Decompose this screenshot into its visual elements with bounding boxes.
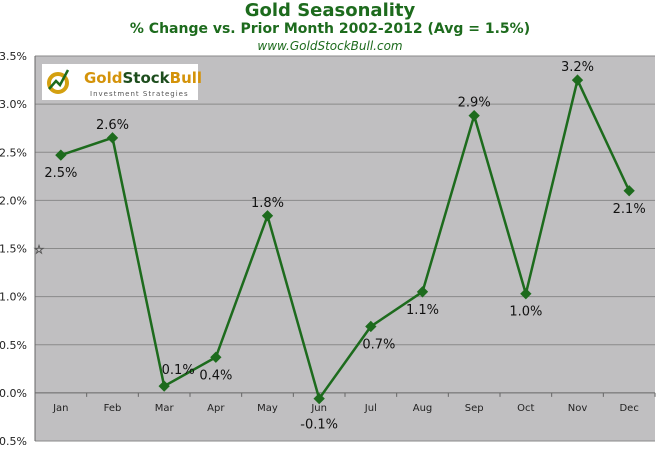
logo-tagline: Investment Strategies — [90, 90, 189, 98]
data-label: 1.8% — [251, 196, 284, 211]
data-point — [623, 185, 635, 197]
data-label: 1.1% — [406, 303, 439, 318]
y-tick-label: 0.0% — [0, 387, 27, 400]
y-tick-label: 3.5% — [0, 50, 27, 63]
data-point — [158, 380, 170, 392]
x-tick-label: Jun — [310, 403, 327, 414]
data-point — [261, 210, 274, 222]
x-tick-label: Apr — [207, 403, 225, 414]
y-tick-label: 1.0% — [0, 291, 27, 304]
data-point — [520, 288, 532, 300]
data-label: 0.7% — [362, 337, 395, 352]
x-tick-label: Jan — [52, 403, 68, 414]
data-point — [313, 392, 325, 405]
logo-arrow-icon — [48, 69, 70, 90]
average-star-marker: ☆ — [34, 243, 45, 257]
data-label: 2.9% — [458, 96, 491, 111]
x-tick-label: May — [257, 403, 278, 414]
y-tick-label: 0.5% — [0, 339, 27, 352]
data-label: 2.1% — [613, 202, 646, 217]
chart-title: Gold Seasonality — [244, 0, 416, 21]
y-tick-label: 2.0% — [0, 194, 27, 207]
data-label: 0.1% — [162, 363, 195, 378]
data-point — [365, 320, 377, 333]
chart-source: www.GoldStockBull.com — [257, 39, 403, 53]
data-point — [210, 351, 222, 363]
x-tick-label: Feb — [104, 403, 122, 414]
x-tick-label: Sep — [465, 403, 484, 414]
data-label: 1.0% — [509, 305, 542, 320]
data-label: 3.2% — [561, 60, 594, 75]
x-tick-label: Oct — [517, 403, 534, 414]
data-point — [416, 286, 429, 298]
chart-subtitle: % Change vs. Prior Month 2002-2012 (Avg … — [129, 21, 531, 37]
y-tick-label: 3.0% — [0, 98, 27, 111]
series-line — [60, 76, 631, 402]
y-tick-label: -0.5% — [0, 435, 27, 448]
x-tick-label: Aug — [413, 403, 433, 414]
data-label: -0.1% — [300, 418, 338, 433]
y-tick-label: 2.5% — [0, 146, 27, 159]
x-tick-label: Jul — [364, 403, 377, 414]
y-tick-label: 1.5% — [0, 243, 27, 256]
data-label: 0.4% — [199, 368, 232, 383]
x-tick-label: Nov — [568, 403, 588, 414]
data-label: 2.6% — [96, 118, 129, 133]
data-label: 2.5% — [44, 166, 77, 181]
logo-ring — [47, 72, 69, 94]
logo-text: GoldStockBull — [84, 69, 202, 87]
x-tick-label: Dec — [619, 403, 638, 414]
x-tick-label: Mar — [155, 403, 175, 414]
